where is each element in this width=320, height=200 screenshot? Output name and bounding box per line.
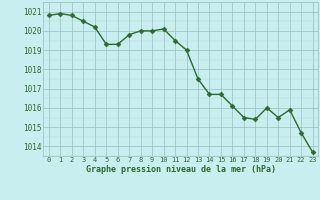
- X-axis label: Graphe pression niveau de la mer (hPa): Graphe pression niveau de la mer (hPa): [86, 165, 276, 174]
